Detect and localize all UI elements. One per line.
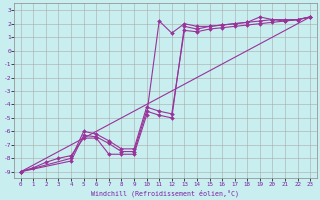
X-axis label: Windchill (Refroidissement éolien,°C): Windchill (Refroidissement éolien,°C)	[92, 189, 239, 197]
